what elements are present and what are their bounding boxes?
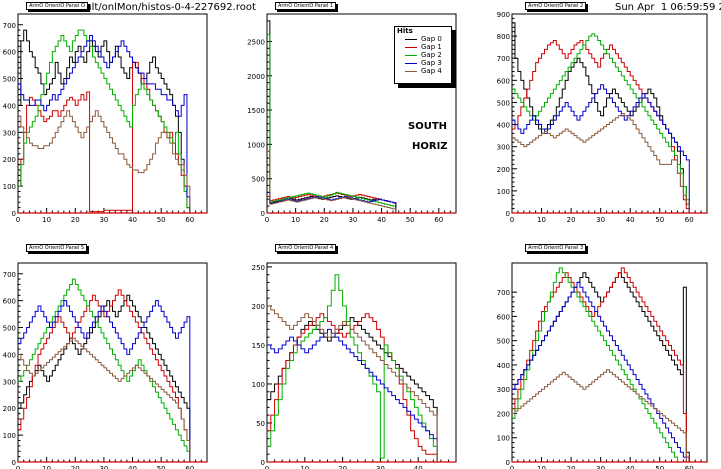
- y-tick-label: 100: [497, 435, 510, 443]
- y-tick-label: 700: [497, 289, 510, 297]
- legend-entry-gap4: Gap 4: [395, 67, 451, 75]
- legend: Hits Gap 0 Gap 1 Gap 2 Gap 3 Gap 4: [394, 26, 452, 84]
- y-tick-label: 200: [497, 410, 510, 418]
- y-tick-label: 300: [497, 386, 510, 394]
- legend-entry-gap3: Gap 3: [395, 59, 451, 67]
- x-tick-label: 40: [626, 465, 635, 469]
- y-tick-label: 500: [497, 338, 510, 346]
- series-gap-4: [512, 370, 698, 462]
- horiz-annotation: HORIZ: [412, 141, 448, 152]
- x-tick-label: 50: [655, 465, 664, 469]
- south-annotation: SOUTH: [408, 121, 447, 132]
- x-tick-label: 20: [567, 465, 576, 469]
- y-tick-label: 400: [497, 362, 510, 370]
- x-tick-label: 30: [596, 465, 605, 469]
- series-gap-0: [512, 273, 698, 462]
- legend-entry-gap2: Gap 2: [395, 51, 451, 59]
- x-tick-label: 60: [685, 465, 694, 469]
- plot-frame: [512, 263, 707, 462]
- legend-title: Hits: [395, 27, 451, 35]
- x-tick-label: 10: [537, 465, 546, 469]
- legend-entry-gap0: Gap 0: [395, 35, 451, 43]
- y-tick-label: 600: [497, 313, 510, 321]
- x-tick-label: 0: [510, 465, 514, 469]
- legend-entry-gap1: Gap 1: [395, 43, 451, 51]
